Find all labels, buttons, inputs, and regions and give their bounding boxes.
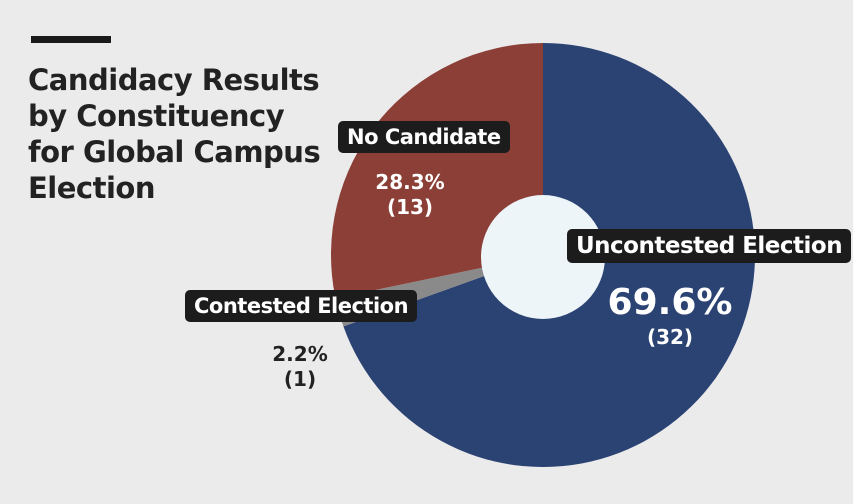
count-contested: (1) — [283, 367, 317, 391]
percent-contested: 2.2% — [272, 342, 328, 366]
count-no-candidate: (13) — [386, 195, 434, 219]
value-uncontested: 69.6% (32) — [600, 280, 740, 350]
percent-uncontested: 69.6% — [607, 282, 733, 323]
value-no-candidate: 28.3% (13) — [370, 170, 450, 220]
label-uncontested: Uncontested Election — [567, 229, 852, 263]
percent-no-candidate: 28.3% — [375, 170, 445, 194]
label-no-candidate: No Candidate — [338, 121, 510, 153]
title-accent-bar — [31, 36, 111, 43]
donut-hole — [481, 195, 605, 319]
label-contested: Contested Election — [185, 290, 418, 322]
value-contested: 2.2% (1) — [260, 342, 340, 392]
chart-title: Candidacy Results by Constituency for Gl… — [28, 63, 321, 205]
count-uncontested: (32) — [646, 325, 694, 349]
